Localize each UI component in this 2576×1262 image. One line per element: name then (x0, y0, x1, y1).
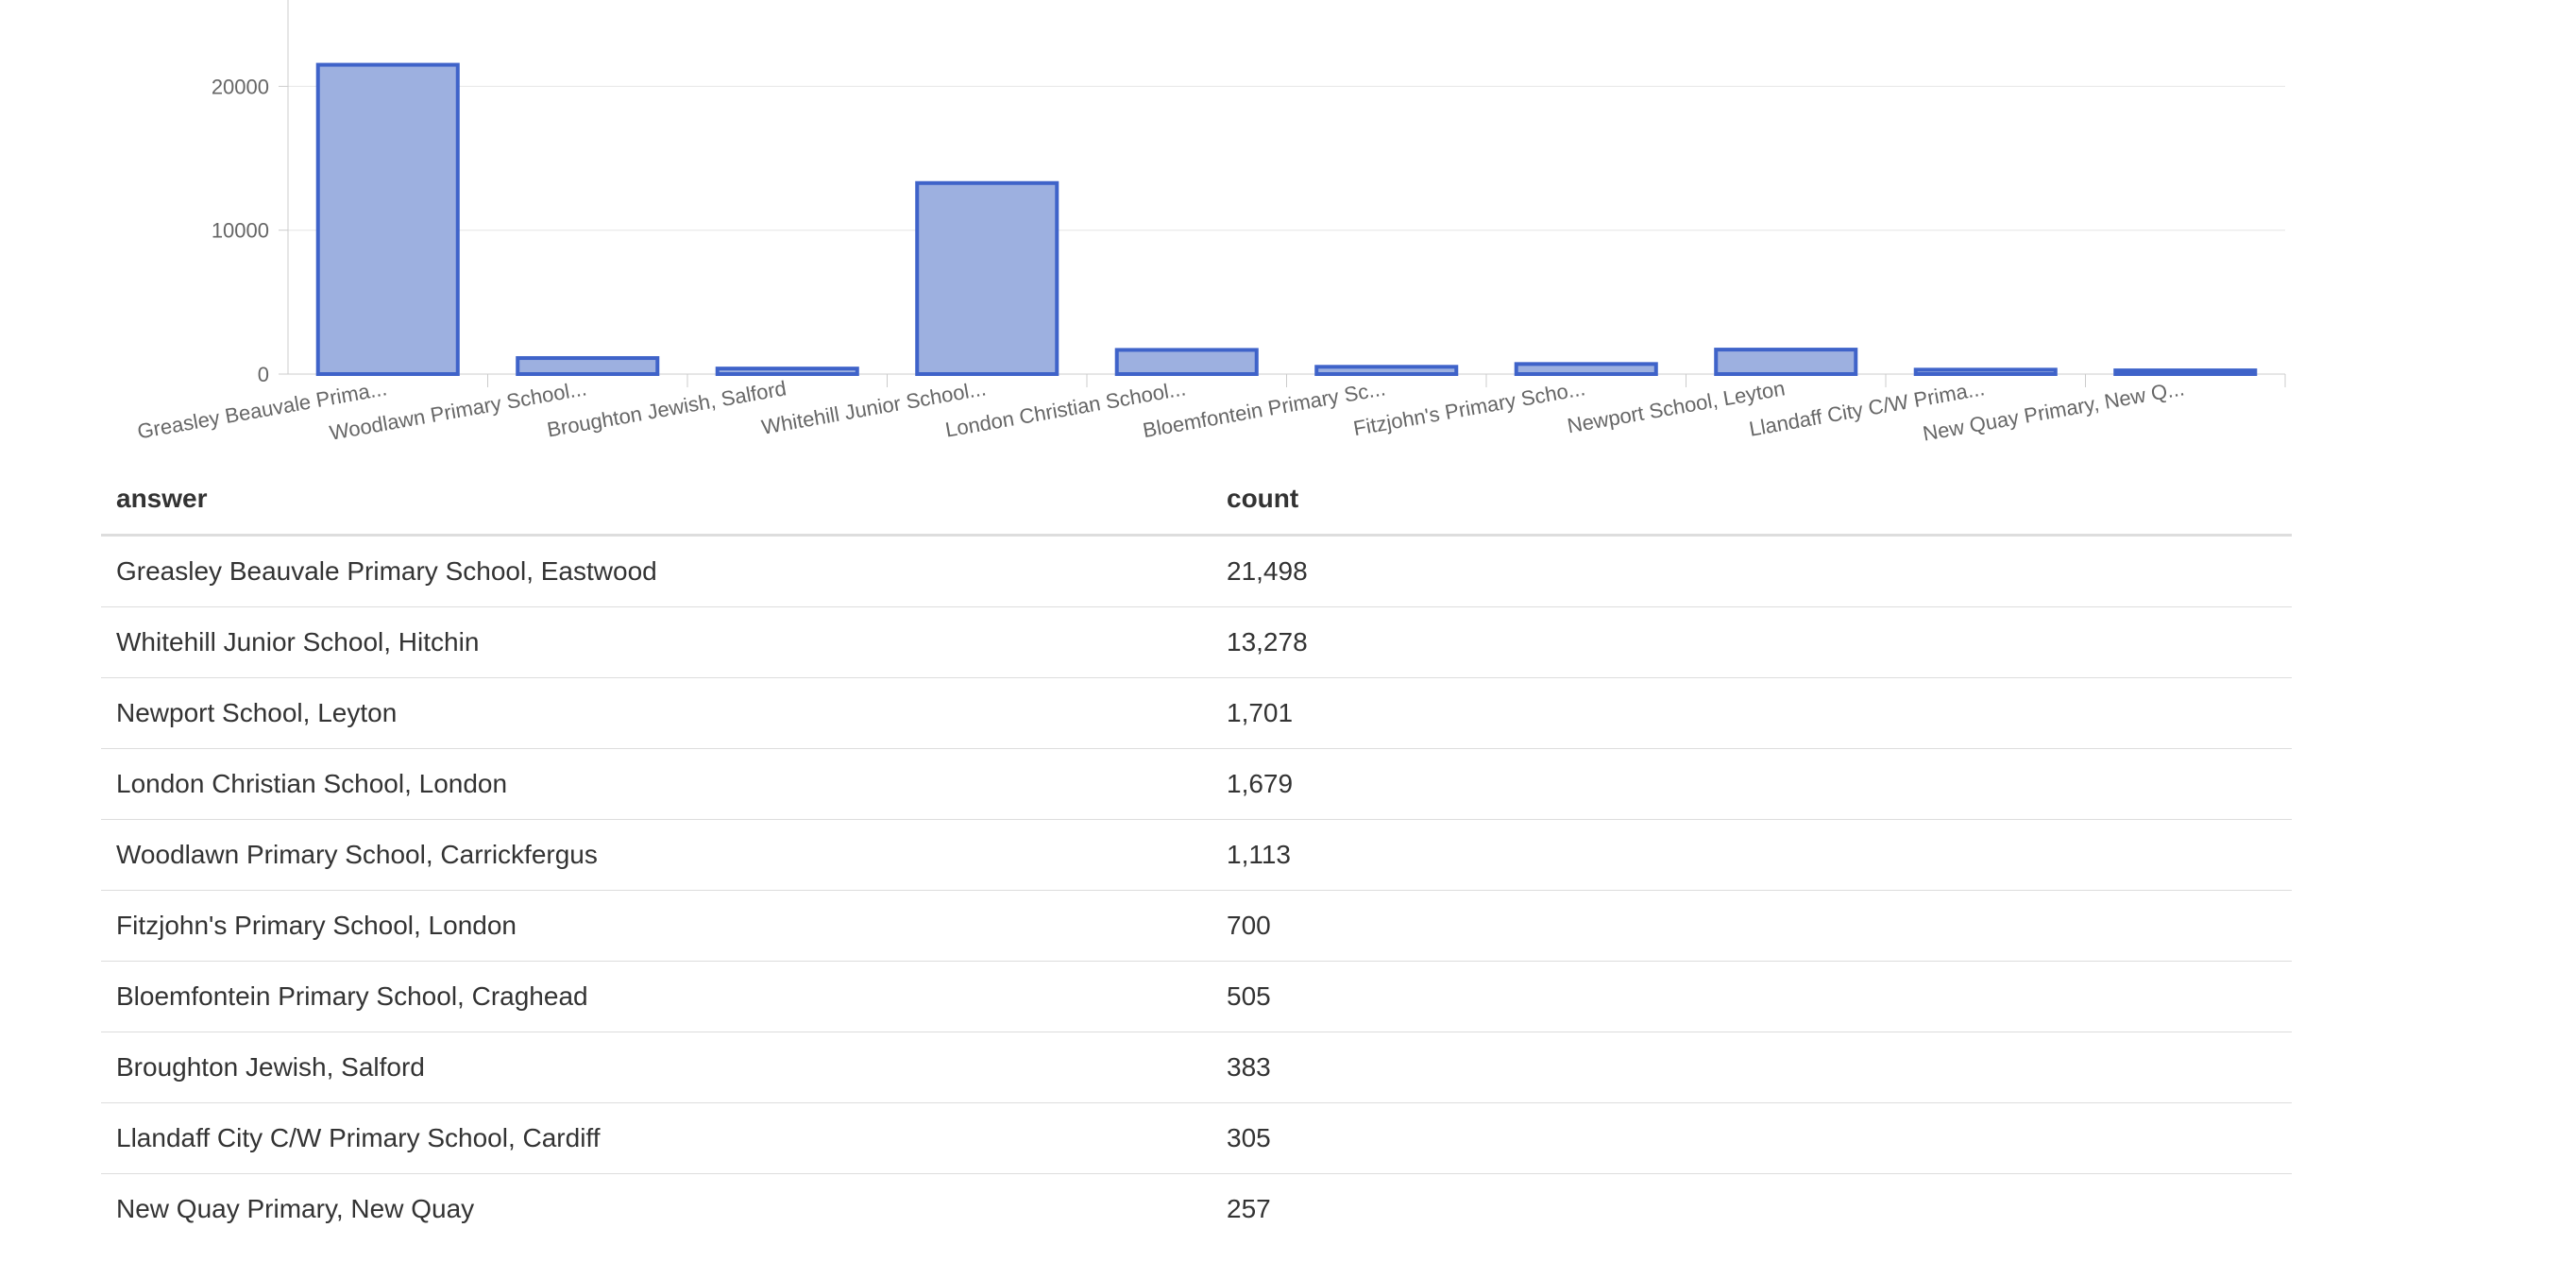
table-row: Llandaff City C/W Primary School, Cardif… (101, 1102, 2292, 1174)
answer-cell: Fitzjohn's Primary School, London (101, 890, 1212, 962)
count-cell: 21,498 (1212, 535, 2292, 607)
count-cell: 383 (1212, 1032, 2292, 1103)
answer-cell: Newport School, Leyton (101, 677, 1212, 749)
count-cell: 1,679 (1212, 748, 2292, 820)
column-header-answer: answer (101, 463, 1212, 537)
bar (516, 356, 660, 377)
answer-cell: Broughton Jewish, Salford (101, 1032, 1212, 1103)
count-cell: 257 (1227, 1194, 1271, 1223)
table-row: Woodlawn Primary School, Carrickfergus 1,… (101, 819, 2292, 891)
table-row: Broughton Jewish, Salford 383 (101, 1032, 2292, 1103)
table-row: New Quay Primary, New Quay 257 (101, 1174, 2292, 1245)
count-cell: 700 (1212, 890, 2292, 962)
answer-cell: Whitehill Junior School, Hitchin (101, 606, 1212, 678)
gridlines (288, 85, 2285, 231)
count-cell: 1,113 (1212, 819, 2292, 891)
results-table: answer count Greasley Beauvale Primary S… (101, 463, 2292, 1244)
count-cell: 1,701 (1212, 677, 2292, 749)
x-category-labels: Greasley Beauvale Prima...Woodlawn Prima… (136, 376, 2187, 445)
y-tick-labels: 0 10000 20000 (212, 75, 269, 386)
answer-cell: Greasley Beauvale Primary School, Eastwo… (101, 535, 1212, 607)
bar (1114, 348, 1259, 377)
table-row: Bloemfontein Primary School, Craghead 505 (101, 961, 2292, 1032)
bar (1913, 367, 2058, 376)
answer-cell: Bloemfontein Primary School, Craghead (101, 961, 1212, 1032)
bar (1314, 365, 1459, 377)
table-header-row: answer count (101, 463, 2292, 537)
bar (715, 367, 859, 377)
count-cell: 305 (1212, 1102, 2292, 1174)
answer-cell: New Quay Primary, New Quay (116, 1194, 475, 1223)
answer-cell: Woodlawn Primary School, Carrickfergus (101, 819, 1212, 891)
table-row: Newport School, Leyton 1,701 (101, 677, 2292, 749)
bar (915, 180, 1059, 376)
y-tick-label: 20000 (212, 75, 269, 98)
bars (315, 62, 2258, 377)
count-cell: 505 (1212, 961, 2292, 1032)
bar (1714, 348, 1858, 377)
table-row: London Christian School, London 1,679 (101, 748, 2292, 820)
axes (279, 0, 2286, 387)
y-tick-label: 0 (258, 363, 269, 386)
bar (1514, 362, 1658, 377)
bar (2113, 368, 2258, 377)
count-cell: 13,278 (1212, 606, 2292, 678)
answer-cell: London Christian School, London (101, 748, 1212, 820)
table-row: Greasley Beauvale Primary School, Eastwo… (101, 535, 2292, 607)
bar (315, 62, 460, 377)
column-header-count: count (1212, 463, 2292, 537)
x-category-label: Fitzjohn's Primary Scho... (1351, 376, 1586, 440)
answer-cell: Llandaff City C/W Primary School, Cardif… (101, 1102, 1212, 1174)
table-row: Whitehill Junior School, Hitchin 13,278 (101, 606, 2292, 678)
y-tick-label: 10000 (212, 219, 269, 243)
table-row: Fitzjohn's Primary School, London 700 (101, 890, 2292, 962)
bar-chart: 0 10000 20000 Greasley Beauvale Prima...Wo… (136, 0, 2286, 446)
